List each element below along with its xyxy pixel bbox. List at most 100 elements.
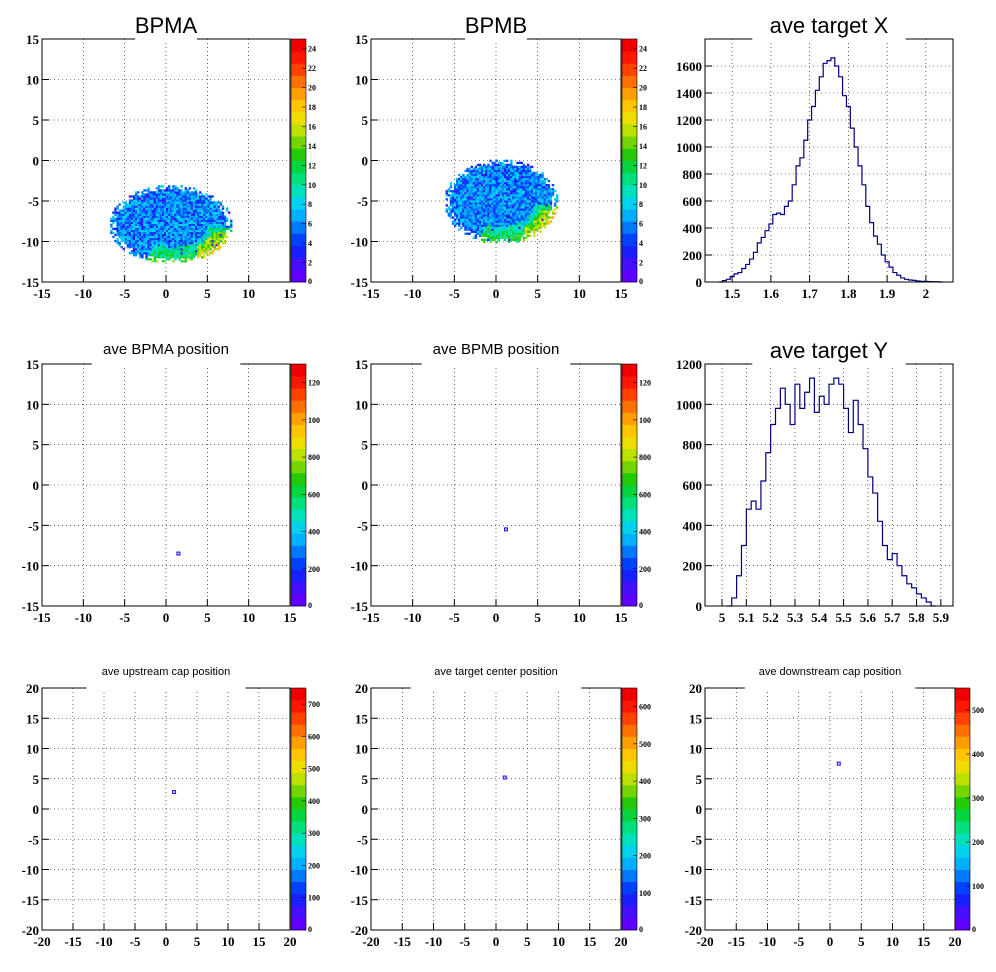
heatmap-cell [545,204,548,207]
heatmap-cell [520,222,523,225]
heatmap-cell [514,216,517,219]
heatmap-cell [151,193,154,196]
heatmap-cell [203,219,206,222]
heatmap-cell [541,200,544,203]
heatmap-cell [225,235,229,239]
colorbar-step [291,388,306,401]
heatmap-cell [211,211,214,214]
heatmap-cell [491,216,494,219]
heatmap-cell [495,224,498,227]
heatmap-cell [120,227,123,231]
colorbar-label: 14 [308,142,316,151]
heatmap-cell [197,213,200,216]
heatmap-cell [466,190,469,193]
heatmap-cell [176,231,179,235]
heatmap-cell [155,219,159,222]
heatmap-cell [499,183,503,187]
heatmap-cell [495,234,498,237]
heatmap-cell [170,197,173,200]
heatmap-cell [551,210,555,213]
heatmap-cell [149,237,152,241]
heatmap-cell [126,233,130,237]
heatmap-cell [541,224,544,227]
heatmap-cell [449,194,453,197]
heatmap-cell [512,200,515,203]
heatmap-cell [184,199,187,202]
heatmap-cell [456,206,459,209]
heatmap-cell [124,207,128,210]
heatmap-cell [174,254,177,257]
heatmap-cell [153,205,156,208]
heatmap-cell [520,188,523,191]
heatmap-cell [139,227,142,231]
chart-title: ave target X [770,13,889,38]
heatmap-cell [508,169,511,173]
heatmap-cell [203,231,206,235]
heatmap-cell [118,221,121,224]
heatmap-cell [215,205,218,208]
colorbar-step [622,736,637,749]
heatmap-cell [522,163,526,167]
heatmap-cell [531,226,534,229]
heatmap-cell [464,190,467,193]
heatmap-cell [192,197,196,200]
chart-panel-8: -20 -15 -10 -5 0 5 10 15 20-20-15-10-505101520av… [351,666,651,949]
heatmap-cell [506,236,509,239]
heatmap-cell [188,237,192,241]
heatmap-cell [495,177,498,181]
heatmap-cell [132,239,136,243]
heatmap-cell [209,235,212,239]
heatmap-cell [155,243,159,247]
colorbar-step [291,833,306,846]
heatmap-cell [205,217,208,220]
heatmap-cell [176,199,179,202]
heatmap-cell [135,231,138,235]
heatmap-cell [516,232,519,235]
heatmap-cell [174,247,177,251]
heatmap-cell [481,200,484,203]
heatmap-cell [472,194,476,197]
heatmap-cell [153,221,156,224]
heatmap-cell [221,235,225,239]
heatmap-cell [541,173,544,177]
heatmap-cell [535,214,538,217]
heatmap-cell [506,222,509,225]
heatmap-cell [174,189,177,192]
heatmap-cell [499,190,503,193]
heatmap-cell [159,195,163,198]
heatmap-cell [157,256,161,259]
colorbar-step [622,485,637,498]
heatmap-cell [462,190,465,193]
heatmap-cell [503,173,507,177]
heatmap-cell [201,223,204,226]
heatmap-cell [126,217,130,220]
heatmap-spot-core [503,776,506,779]
colorbar-label: 100 [308,894,320,903]
colorbar-step [955,809,970,822]
heatmap-cell [493,175,496,179]
heatmap-cell [510,159,513,163]
heatmap-cell [203,241,206,245]
heatmap-cell [199,245,202,249]
y-tick-label: 15 [26,357,40,372]
heatmap-cell [462,204,465,207]
heatmap-cell [118,213,121,216]
heatmap-cell [190,231,194,235]
heatmap-cell [528,202,532,205]
heatmap-cell [197,229,200,233]
heatmap-cell [520,192,523,195]
heatmap-cell [151,239,154,243]
heatmap-cell [472,226,476,229]
heatmap-cell [518,220,521,223]
heatmap-cell [543,188,546,191]
heatmap-cell [456,181,459,185]
heatmap-cell [211,243,214,247]
heatmap-cell [493,161,496,165]
heatmap-cell [161,235,165,239]
heatmap-cell [209,243,212,247]
heatmap-cell [489,236,492,239]
heatmap-cell [506,181,509,185]
heatmap-cell [155,191,159,194]
heatmap-cell [470,212,473,215]
heatmap-cell [201,229,204,233]
